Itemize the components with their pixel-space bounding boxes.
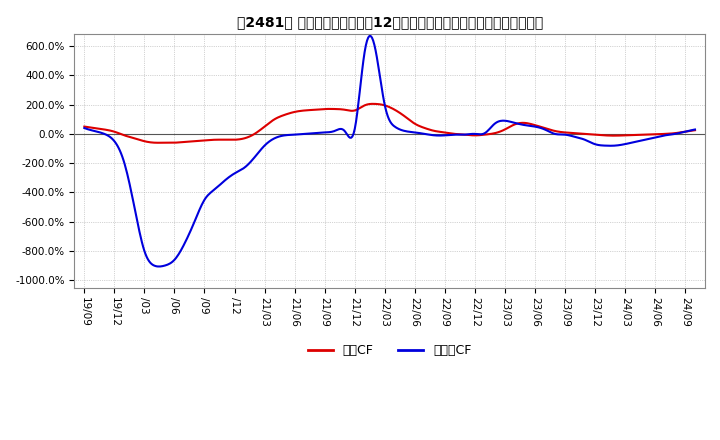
- Title: 【2481】 キャッシュフローの12か月移動合計の対前年同期増減率の推移: 【2481】 キャッシュフローの12か月移動合計の対前年同期増減率の推移: [237, 15, 543, 29]
- Legend: 営業CF, フリーCF: 営業CF, フリーCF: [302, 339, 477, 363]
- フリーCF: [446, 132, 454, 138]
- フリーCF: [365, 33, 374, 39]
- 営業CF: [446, 131, 454, 136]
- 営業CF: [80, 124, 89, 129]
- フリーCF: [583, 138, 592, 143]
- 営業CF: [583, 132, 592, 137]
- フリーCF: [155, 264, 163, 269]
- 営業CF: [372, 101, 381, 106]
- 営業CF: [153, 140, 162, 145]
- フリーCF: [376, 77, 384, 83]
- フリーCF: [678, 130, 687, 135]
- 営業CF: [369, 101, 377, 106]
- フリーCF: [413, 130, 421, 136]
- フリーCF: [690, 127, 699, 132]
- Line: 営業CF: 営業CF: [84, 104, 695, 143]
- 営業CF: [376, 102, 384, 107]
- フリーCF: [372, 55, 381, 60]
- 営業CF: [678, 129, 687, 135]
- フリーCF: [80, 125, 89, 131]
- Line: フリーCF: フリーCF: [84, 36, 695, 267]
- 営業CF: [690, 128, 699, 133]
- 営業CF: [413, 122, 421, 128]
